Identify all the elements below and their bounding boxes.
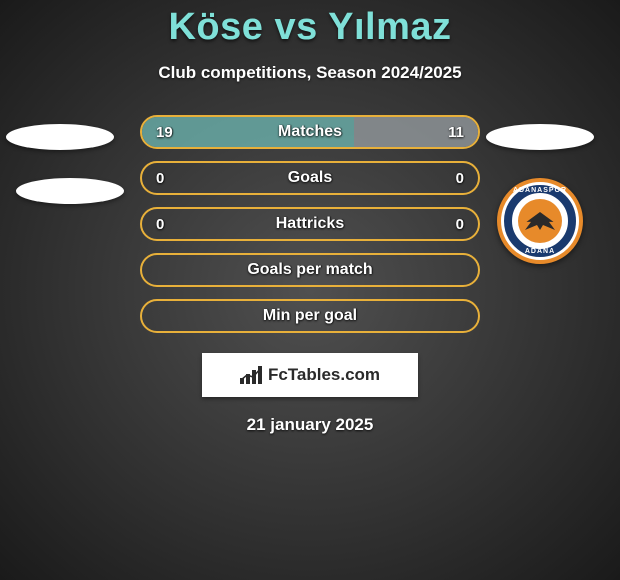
value-right: 0 xyxy=(456,216,464,233)
value-right: 0 xyxy=(456,170,464,187)
date-label: 21 january 2025 xyxy=(0,415,620,435)
badge-center xyxy=(518,199,562,243)
stat-row-goals: 0 0 Goals xyxy=(140,161,480,195)
subtitle: Club competitions, Season 2024/2025 xyxy=(0,63,620,83)
left-player-ellipse-1 xyxy=(6,124,114,150)
bar-chart-icon xyxy=(240,366,262,384)
stat-row-min-per-goal: Min per goal xyxy=(140,299,480,333)
page-title: Köse vs Yılmaz xyxy=(0,0,620,49)
eagle-icon xyxy=(525,212,555,230)
left-player-ellipse-2 xyxy=(16,178,124,204)
value-left: 0 xyxy=(156,216,164,233)
badge-bottom-text: ADANA xyxy=(525,248,555,255)
stat-label: Min per goal xyxy=(263,307,357,325)
value-right: 11 xyxy=(448,124,464,141)
stat-label: Goals per match xyxy=(247,261,372,279)
badge-top-text: ADANASPOR xyxy=(513,187,567,194)
club-badge-adanaspor: ADANASPOR ADANA xyxy=(497,178,583,264)
stat-label: Matches xyxy=(278,123,342,141)
stat-row-goals-per-match: Goals per match xyxy=(140,253,480,287)
brand-text: FcTables.com xyxy=(268,365,380,385)
stat-label: Hattricks xyxy=(276,215,344,233)
stat-row-hattricks: 0 0 Hattricks xyxy=(140,207,480,241)
stat-row-matches: 19 11 Matches xyxy=(140,115,480,149)
stat-label: Goals xyxy=(288,169,332,187)
right-player-ellipse xyxy=(486,124,594,150)
brand-box: FcTables.com xyxy=(202,353,418,397)
value-left: 0 xyxy=(156,170,164,187)
value-left: 19 xyxy=(156,124,173,141)
